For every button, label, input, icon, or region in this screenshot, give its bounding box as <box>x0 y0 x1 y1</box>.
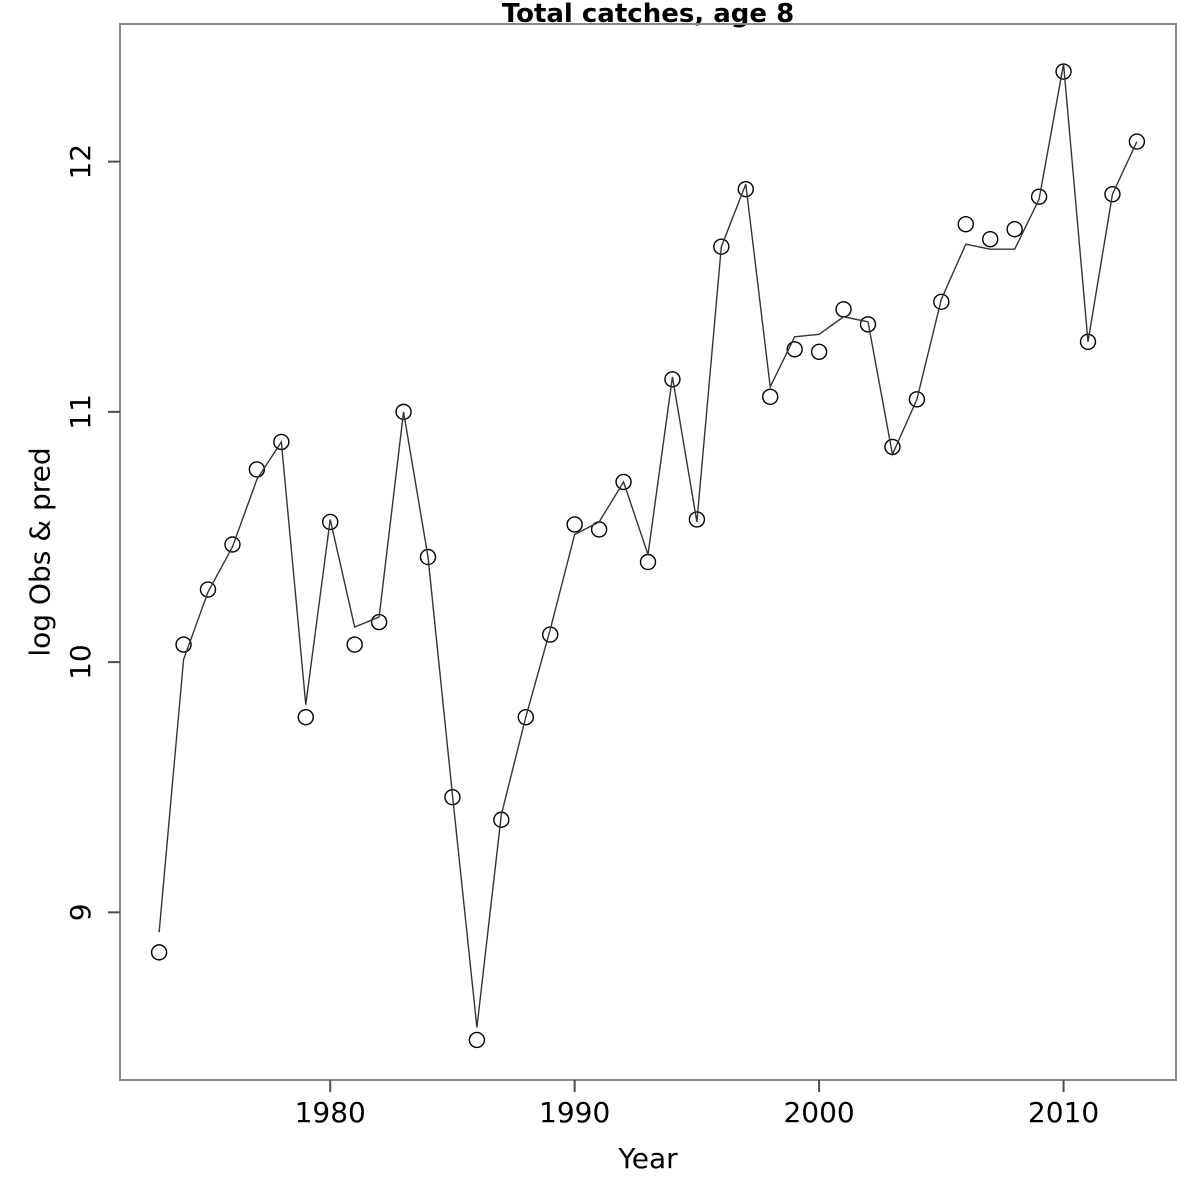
observation-point <box>297 708 314 726</box>
observation-point <box>786 341 803 358</box>
observation-point <box>322 513 339 531</box>
plot-box <box>119 23 1177 1081</box>
observation-point <box>1006 220 1023 238</box>
observation-point <box>810 343 828 361</box>
observation-point <box>664 371 681 388</box>
observation-point <box>468 1031 486 1049</box>
x-axis-tick-label: 2000 <box>783 1096 854 1129</box>
observation-point <box>639 553 657 571</box>
observation-point <box>346 636 363 653</box>
x-axis-tick-label: 2010 <box>1028 1096 1099 1129</box>
observation-point <box>982 231 999 248</box>
y-axis-tick-label: 11 <box>64 394 97 430</box>
observation-point <box>1104 185 1121 203</box>
observation-point <box>933 293 950 310</box>
observation-point <box>419 548 437 566</box>
y-axis-tick-label: 10 <box>64 644 97 680</box>
observation-point <box>395 403 412 421</box>
x-axis-tick-label: 1980 <box>295 1096 366 1129</box>
observation-point <box>1128 133 1146 150</box>
observation-point <box>615 473 632 491</box>
observation-point <box>199 581 217 598</box>
x-axis-tick-label: 1990 <box>539 1096 610 1129</box>
observation-point <box>150 944 168 961</box>
observation-point <box>859 316 877 333</box>
observation-point <box>908 391 926 408</box>
x-axis-label: Year <box>618 1142 678 1175</box>
observation-point <box>762 388 779 406</box>
y-axis-tick-label: 12 <box>64 144 97 180</box>
observation-point <box>1030 188 1048 205</box>
observation-point <box>957 215 974 233</box>
prediction-line <box>158 63 1138 1028</box>
observation-point <box>248 461 266 478</box>
observation-point <box>566 516 583 533</box>
observation-point <box>175 636 192 653</box>
observation-point <box>224 536 241 553</box>
y-axis-tick-label: 9 <box>64 903 97 921</box>
y-axis-label: log Obs & pred <box>23 447 57 657</box>
observation-point <box>737 180 754 198</box>
observation-point <box>517 708 534 726</box>
observation-point <box>688 511 706 528</box>
observation-point <box>835 301 852 318</box>
